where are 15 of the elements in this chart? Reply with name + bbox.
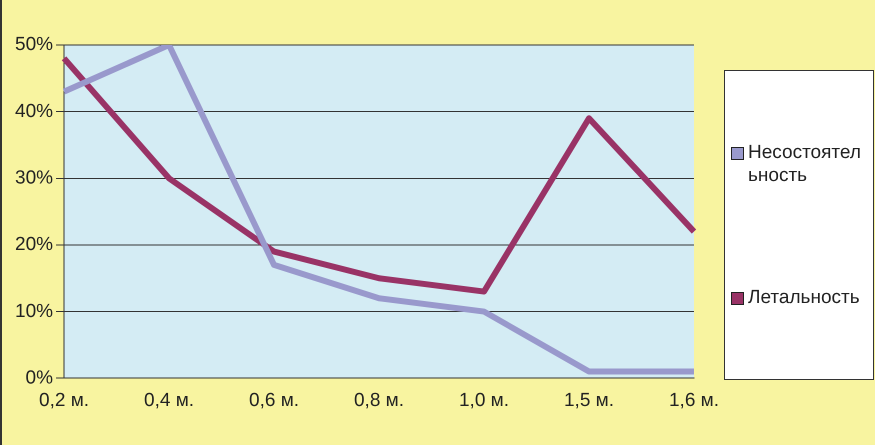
- y-tick-label: 40%: [14, 100, 54, 122]
- x-tick-label: 0,4 м.: [144, 390, 194, 411]
- y-tick-label: 10%: [14, 300, 54, 322]
- x-tick-label: 0,6 м.: [248, 390, 300, 411]
- x-tick-label: 0,2 м.: [39, 390, 90, 411]
- x-tick-label: 1,0 м.: [458, 390, 510, 411]
- y-tick-label: 50%: [14, 34, 54, 56]
- y-tick-label: 0%: [26, 367, 54, 388]
- y-tick-label: 30%: [14, 168, 54, 189]
- x-tick-label: 1,5 м.: [564, 390, 614, 411]
- x-tick-label: 1,6 м.: [668, 390, 720, 411]
- legend-label: Несостоятельность: [748, 140, 862, 187]
- x-tick-label: 0,8 м.: [354, 390, 404, 411]
- y-tick-label: 20%: [14, 234, 54, 256]
- legend-label: Летальность: [748, 286, 860, 310]
